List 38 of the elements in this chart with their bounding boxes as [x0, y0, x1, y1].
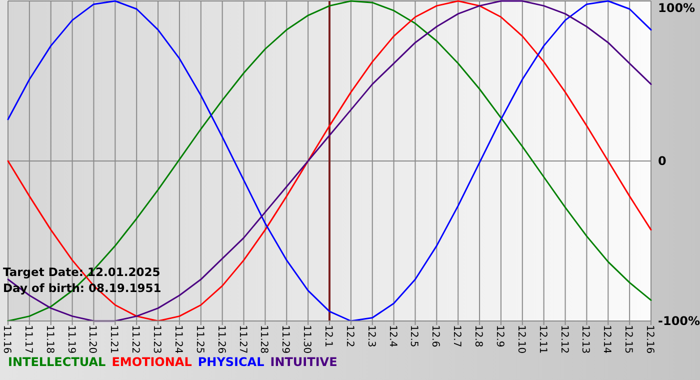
x-tick-label: 12.3: [365, 325, 376, 348]
x-tick-label: 12.10: [515, 325, 526, 354]
x-tick-label: 12.8: [472, 325, 484, 348]
text: EMOTIONAL: [112, 355, 192, 369]
x-tick-label: 12.15: [622, 325, 634, 354]
y-tick-label: 100%: [658, 1, 696, 16]
x-tick-label: 12.9: [494, 325, 505, 348]
x-tick-label: 11.28: [258, 325, 270, 354]
x-tick-label: 12.2: [344, 325, 355, 348]
y-tick-label: -100%: [658, 314, 700, 328]
x-tick-label: 11.20: [86, 325, 98, 354]
x-tick-label: 12.16: [644, 325, 655, 354]
x-tick-label: 11.30: [301, 325, 312, 354]
x-tick-label: 11.24: [172, 325, 184, 354]
x-tick-label: 12.7: [451, 325, 462, 348]
text: INTUITIVE: [270, 355, 338, 369]
x-tick-label: 12.13: [580, 325, 591, 354]
x-tick-label: 11.18: [44, 325, 55, 354]
x-tick-label: 12.4: [386, 325, 398, 348]
x-tick-label: 11.22: [130, 325, 141, 354]
x-tick-label: 11.21: [108, 325, 120, 354]
x-tick-label: 11.25: [194, 325, 205, 354]
x-tick-label: 11.23: [151, 325, 162, 354]
x-tick-label: 12.5: [408, 325, 420, 348]
x-tick-label: 12.11: [536, 325, 548, 354]
x-tick-label: 11.26: [215, 325, 226, 354]
text: PHYSICAL: [198, 355, 265, 369]
x-tick-label: 11.19: [65, 325, 76, 354]
x-tick-label: 12.6: [430, 325, 441, 348]
x-tick-label: 11.17: [22, 325, 34, 354]
x-tick-label: 11.16: [1, 325, 12, 354]
x-tick-label: 11.29: [280, 325, 291, 354]
text: INTELLECTUAL: [8, 355, 106, 369]
x-tick-label: 12.12: [558, 325, 570, 354]
x-tick-label: 12.1: [322, 325, 334, 348]
x-tick-label: 11.27: [236, 325, 248, 354]
y-tick-label: 0: [658, 154, 666, 168]
x-tick-label: 12.14: [601, 325, 612, 354]
